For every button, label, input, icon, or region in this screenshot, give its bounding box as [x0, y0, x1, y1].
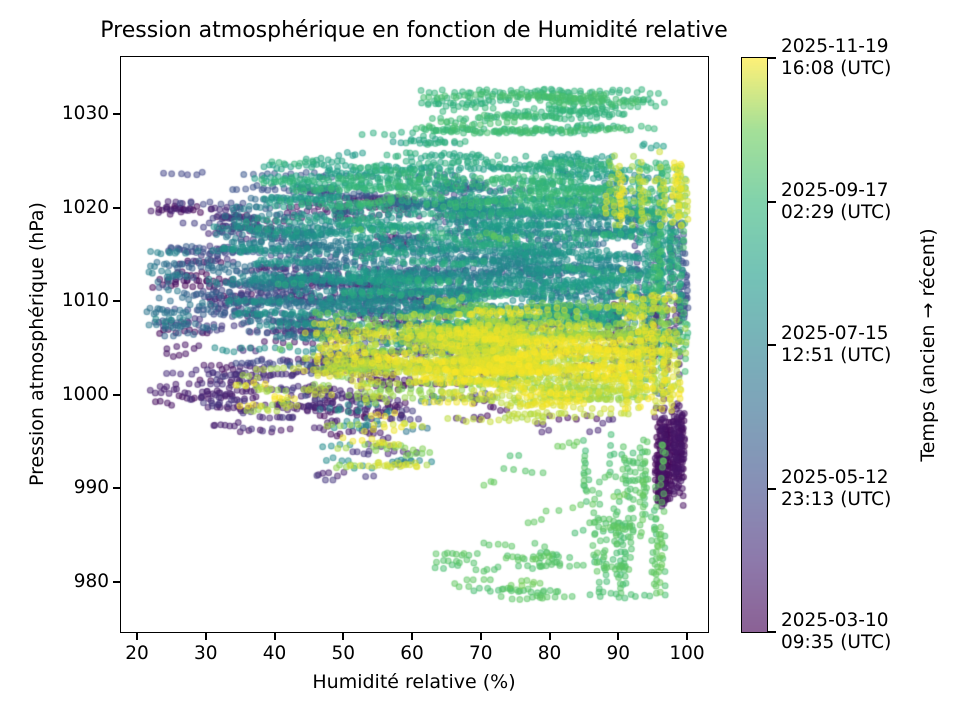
chart-title: Pression atmosphérique en fonction de Hu… [100, 18, 728, 43]
x-tick-mark [204, 632, 207, 640]
colorbar-tick-label: 2025-07-15 12:51 (UTC) [781, 323, 891, 367]
y-tick-label: 980 [73, 571, 109, 592]
colorbar-tick-line1: 2025-07-15 [781, 323, 889, 344]
colorbar-tick-label: 2025-11-19 16:08 (UTC) [781, 36, 891, 80]
y-tick-mark [113, 487, 121, 490]
y-axis-label: Pression atmosphérique (hPa) [26, 202, 48, 486]
x-tick-mark [342, 632, 345, 640]
colorbar-axis-label: Temps (ancien → récent) [917, 228, 939, 462]
x-tick-label: 80 [537, 643, 562, 664]
colorbar-tick-line2: 12:51 (UTC) [781, 345, 892, 366]
colorbar-tick-line2: 09:35 (UTC) [781, 632, 892, 653]
y-tick-label: 1030 [61, 103, 109, 124]
x-tick-mark [273, 632, 276, 640]
colorbar-tick-line1: 2025-05-12 [781, 466, 889, 488]
colorbar-tick-line2: 16:08 (UTC) [781, 58, 892, 79]
scatter-canvas [121, 57, 708, 632]
colorbar-tick-mark [768, 487, 776, 490]
y-tick-mark [113, 393, 121, 396]
y-tick-label: 1000 [61, 383, 109, 405]
colorbar-tick-line1: 2025-11-19 [781, 36, 889, 57]
y-tick-mark [113, 581, 121, 583]
y-tick-mark [113, 300, 121, 303]
colorbar-tick-mark [768, 344, 776, 346]
colorbar-tick-line2: 02:29 (UTC) [781, 201, 892, 223]
colorbar-tick-line1: 2025-09-17 [781, 179, 889, 201]
colorbar-gradient-canvas [742, 58, 767, 632]
x-tick-label: 100 [669, 643, 705, 664]
x-tick-mark [136, 632, 138, 640]
x-tick-label: 90 [606, 643, 631, 664]
y-tick-label: 990 [73, 477, 109, 499]
x-tick-mark [686, 632, 688, 640]
y-tick-label: 1010 [61, 290, 109, 312]
x-tick-mark [411, 632, 413, 640]
y-tick-label: 1020 [61, 196, 109, 218]
colorbar-tick-line2: 23:13 (UTC) [781, 488, 892, 510]
x-tick-mark [479, 632, 482, 640]
x-tick-label: 50 [331, 643, 356, 664]
plot-area [120, 56, 709, 633]
x-axis-label: Humidité relative (%) [312, 671, 516, 693]
y-tick-mark [113, 206, 121, 209]
y-tick-mark [113, 113, 121, 115]
x-tick-label: 60 [400, 643, 424, 664]
x-tick-mark [617, 632, 620, 640]
colorbar-tick-label: 2025-03-10 09:35 (UTC) [781, 610, 891, 654]
colorbar-tick-mark [768, 200, 776, 203]
colorbar-tick-mark [768, 631, 776, 633]
x-tick-label: 70 [468, 643, 493, 664]
colorbar-tick-label: 2025-09-17 02:29 (UTC) [781, 180, 891, 224]
x-tick-label: 20 [125, 643, 149, 664]
x-tick-label: 40 [262, 643, 287, 664]
colorbar-tick-mark [768, 57, 776, 59]
colorbar-tick-line1: 2025-03-10 [781, 610, 889, 631]
colorbar-tick-label: 2025-05-12 23:13 (UTC) [781, 467, 891, 511]
x-tick-label: 30 [193, 643, 218, 664]
colorbar [741, 57, 768, 633]
x-tick-mark [548, 632, 551, 640]
